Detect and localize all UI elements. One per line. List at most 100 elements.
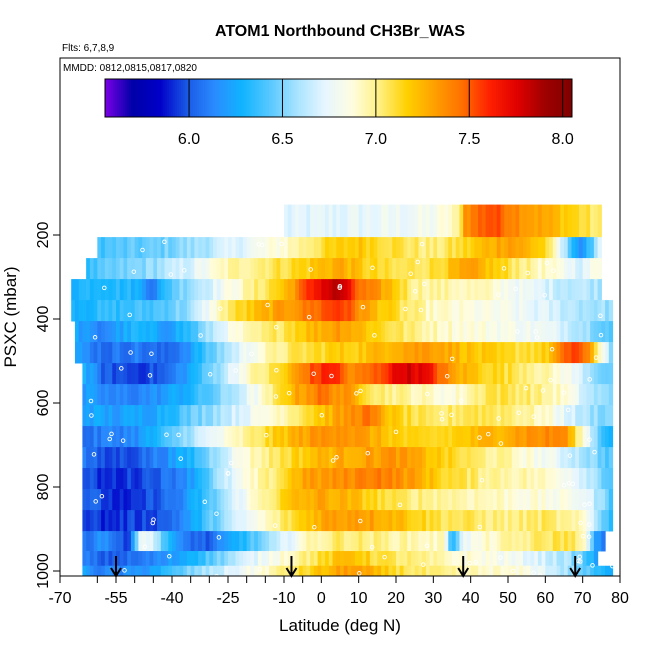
heatmap-cell bbox=[343, 237, 349, 259]
heatmap-cell bbox=[448, 384, 453, 406]
heatmap-cell bbox=[257, 447, 263, 469]
heatmap-cell bbox=[302, 405, 307, 427]
heatmap-cell bbox=[586, 565, 591, 577]
heatmap-cell bbox=[336, 321, 341, 343]
heatmap-cell bbox=[201, 300, 207, 322]
heatmap-cell bbox=[437, 565, 442, 577]
heatmap-cell bbox=[328, 279, 334, 301]
heatmap-cell bbox=[496, 237, 502, 259]
sample-point bbox=[273, 324, 279, 330]
heatmap-cell bbox=[537, 279, 543, 301]
heatmap-cell bbox=[175, 510, 181, 532]
heatmap-cell bbox=[459, 363, 464, 385]
heatmap-cell bbox=[82, 363, 87, 385]
heatmap-cell bbox=[474, 279, 479, 301]
heatmap-cell bbox=[104, 237, 110, 259]
colorbar-swatch bbox=[294, 79, 298, 117]
heatmap-cell bbox=[500, 510, 505, 532]
heatmap-cell bbox=[396, 510, 401, 532]
heatmap-cell bbox=[194, 363, 199, 385]
sample-point bbox=[334, 455, 339, 460]
heatmap-cell bbox=[399, 405, 405, 427]
heatmap-cell bbox=[463, 405, 468, 427]
heatmap-cell bbox=[186, 531, 192, 552]
heatmap-cell bbox=[545, 258, 550, 280]
colorbar-swatch bbox=[362, 79, 365, 117]
heatmap-cell bbox=[504, 551, 509, 567]
sample-point bbox=[319, 413, 325, 418]
heatmap-cell bbox=[399, 384, 405, 406]
heatmap-cell bbox=[564, 531, 569, 552]
heatmap-cell bbox=[575, 531, 580, 552]
colorbar-swatch bbox=[174, 79, 178, 117]
heatmap-cell bbox=[239, 531, 244, 552]
heatmap-cell bbox=[433, 531, 438, 552]
heatmap-cell bbox=[160, 551, 166, 567]
heatmap-cell bbox=[265, 405, 270, 427]
heatmap-cell bbox=[392, 279, 397, 301]
colorbar-swatch bbox=[458, 79, 461, 117]
heatmap-cell bbox=[257, 510, 263, 532]
heatmap-cell bbox=[392, 384, 397, 406]
heatmap-cell bbox=[373, 551, 378, 567]
heatmap-cell bbox=[336, 468, 341, 490]
heatmap-cell bbox=[444, 551, 449, 567]
sample-point bbox=[587, 377, 592, 382]
heatmap-cell bbox=[526, 565, 531, 577]
heatmap-cell bbox=[455, 342, 461, 364]
sample-point bbox=[164, 432, 169, 437]
heatmap-cell bbox=[552, 300, 558, 322]
heatmap-cell bbox=[198, 551, 203, 567]
heatmap-cell bbox=[522, 405, 528, 427]
heatmap-cell bbox=[116, 279, 121, 301]
heatmap-cell bbox=[298, 384, 304, 406]
heatmap-cell bbox=[269, 384, 274, 406]
heatmap-cell bbox=[317, 300, 322, 322]
heatmap-cell bbox=[325, 531, 330, 552]
heatmap-cell bbox=[302, 258, 307, 280]
heatmap-cell bbox=[183, 405, 188, 427]
heatmap-cell bbox=[138, 468, 143, 490]
heatmap-cell bbox=[590, 363, 595, 385]
heatmap-cell bbox=[466, 363, 472, 385]
colorbar-swatch bbox=[306, 79, 310, 117]
heatmap-cell bbox=[250, 468, 255, 490]
heatmap-cell bbox=[541, 363, 546, 385]
heatmap-cell bbox=[552, 204, 558, 238]
heatmap-cell bbox=[381, 300, 386, 322]
heatmap-cell bbox=[545, 551, 550, 567]
heatmap-cell bbox=[422, 531, 427, 552]
heatmap-cell bbox=[500, 468, 505, 490]
heatmap-cell bbox=[149, 405, 154, 427]
heatmap-cell bbox=[242, 510, 248, 532]
heatmap-cell bbox=[235, 447, 240, 469]
heatmap-cell bbox=[571, 363, 576, 385]
heatmap-cell bbox=[392, 426, 397, 448]
heatmap-cell bbox=[459, 258, 464, 280]
heatmap-cell bbox=[522, 447, 528, 469]
heatmap-cell bbox=[332, 405, 337, 427]
heatmap-cell bbox=[108, 531, 113, 552]
heatmap-cell bbox=[336, 237, 341, 259]
sample-point bbox=[578, 559, 583, 564]
heatmap-cell bbox=[381, 363, 386, 385]
heatmap-cell bbox=[470, 258, 475, 280]
heatmap-cell bbox=[220, 447, 225, 469]
heatmap-cell bbox=[403, 342, 408, 364]
heatmap-cell bbox=[485, 468, 490, 490]
heatmap-cell bbox=[478, 204, 483, 238]
heatmap-cell bbox=[407, 300, 412, 322]
heatmap-cell bbox=[254, 468, 259, 490]
heatmap-cell bbox=[306, 489, 311, 511]
heatmap-cell bbox=[590, 426, 595, 448]
heatmap-cell bbox=[414, 510, 419, 532]
heatmap-cell bbox=[302, 342, 307, 364]
colorbar-swatch bbox=[536, 79, 539, 117]
heatmap-cell bbox=[145, 510, 151, 532]
heatmap-cell bbox=[269, 300, 274, 322]
heatmap-cell bbox=[82, 300, 87, 322]
heatmap-cell bbox=[153, 237, 158, 259]
heatmap-cell bbox=[123, 565, 128, 577]
heatmap-cell bbox=[549, 258, 554, 280]
heatmap-cell bbox=[276, 426, 281, 448]
